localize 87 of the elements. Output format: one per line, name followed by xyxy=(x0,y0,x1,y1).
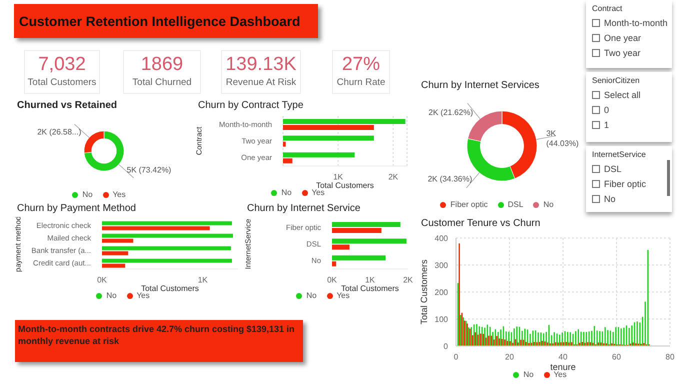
bar xyxy=(332,244,350,250)
x-tick-label: 1K xyxy=(198,276,208,285)
x-tick-label: 1K xyxy=(333,172,344,182)
legend-label: Yes xyxy=(336,291,350,300)
chart-title: Customer Tenure vs Churn xyxy=(421,218,542,231)
bar xyxy=(332,255,386,260)
legend-label: Yes xyxy=(112,190,126,199)
x-tick-label: 2K xyxy=(403,276,414,285)
bar xyxy=(332,261,336,266)
text: InternetService xyxy=(592,150,647,159)
data-label: 2K (26.58...) xyxy=(37,128,82,137)
x-tick-label: 0 xyxy=(454,352,459,362)
data-label: 5K (73.42%) xyxy=(126,165,172,174)
bar xyxy=(332,238,406,244)
x-axis-title: Total Customers xyxy=(141,284,199,293)
bar xyxy=(332,228,382,233)
legend-label: No xyxy=(543,200,554,209)
donut-slice xyxy=(84,130,124,172)
x-tick-label: 80 xyxy=(666,352,675,362)
legend-label: No xyxy=(281,188,292,197)
chart-title: Churn by Internet Services xyxy=(421,80,540,93)
text: 1 xyxy=(604,120,610,130)
bar xyxy=(102,246,231,250)
text: Fiber optic xyxy=(604,178,646,188)
x-axis-title: tenure xyxy=(550,362,576,372)
legend-label: No xyxy=(106,291,117,300)
x-tick-label: 2K xyxy=(388,172,399,182)
chart-title: Churn by Payment Method xyxy=(17,203,137,216)
bar xyxy=(102,251,128,256)
text: Total Churned xyxy=(131,77,193,88)
y-tick-label: 200 xyxy=(434,288,449,297)
text: DSL xyxy=(604,164,622,174)
legend-label: Yes xyxy=(136,291,150,300)
y-tick-label: 400 xyxy=(434,234,449,243)
x-tick-label: 0K xyxy=(97,276,108,285)
y-tick-label: 0 xyxy=(444,342,449,351)
chart-title: Churn by Contract Type xyxy=(198,100,304,113)
bar xyxy=(102,226,210,230)
legend-label: DSL xyxy=(508,200,524,209)
data-label: 2K (34.36%) xyxy=(428,174,473,184)
legend-label: Yes xyxy=(554,370,567,379)
text: Total Customers xyxy=(26,77,98,88)
bar xyxy=(102,238,134,243)
data-label: 2K (21.62%) xyxy=(428,108,474,118)
text: Customer Retention Intelligence Dashboard xyxy=(19,14,300,28)
bar xyxy=(283,152,355,158)
x-axis-title: Total Customers xyxy=(316,181,374,190)
bar xyxy=(283,119,406,124)
x-tick-label: 1K xyxy=(365,276,376,285)
bar xyxy=(283,142,286,147)
legend-label: Fiber optic xyxy=(450,200,488,209)
x-axis-title: Total Customers xyxy=(341,284,399,293)
text: 27% xyxy=(340,53,382,77)
bar xyxy=(102,221,232,226)
x-tick-label: 20 xyxy=(505,352,514,362)
chart-title: Churn by Internet Service xyxy=(247,203,362,216)
x-tick-label: 40 xyxy=(558,352,568,362)
y-tick-label: 100 xyxy=(434,314,449,324)
bar xyxy=(102,234,233,238)
bar xyxy=(102,264,126,268)
y-tick-label: 300 xyxy=(434,260,449,270)
bar xyxy=(283,125,374,130)
legend-label: Yes xyxy=(312,188,325,197)
bar xyxy=(102,258,232,263)
text: Contract xyxy=(592,4,624,13)
y-axis-title: Total Customers xyxy=(419,258,430,325)
bar xyxy=(332,222,400,227)
text: Month-to-month contracts drive 42.7% churn costing $139,131 in monthly revenue at risk xyxy=(15,320,303,362)
text: Select all xyxy=(604,90,641,100)
text: Month-to-month xyxy=(604,18,668,28)
text: 0 xyxy=(604,104,610,114)
text: Two year xyxy=(604,48,641,58)
text: 7,032 xyxy=(37,53,87,77)
text: SeniorCitizen xyxy=(592,76,641,85)
x-tick-label: 0K xyxy=(327,276,338,285)
x-tick-label: 60 xyxy=(612,352,622,362)
bar xyxy=(283,136,374,141)
text: 1869 xyxy=(140,53,184,77)
text: One year xyxy=(604,32,642,42)
text: Revenue At Risk xyxy=(224,77,298,88)
text: Churn Rate xyxy=(336,77,386,88)
legend-label: No xyxy=(523,370,534,379)
bar xyxy=(283,158,292,164)
text: 139.13K xyxy=(224,53,298,77)
chart-title: Churned vs Retained xyxy=(17,100,118,113)
text: No xyxy=(604,194,616,204)
data-label: 3K (44.03%) xyxy=(546,128,580,148)
